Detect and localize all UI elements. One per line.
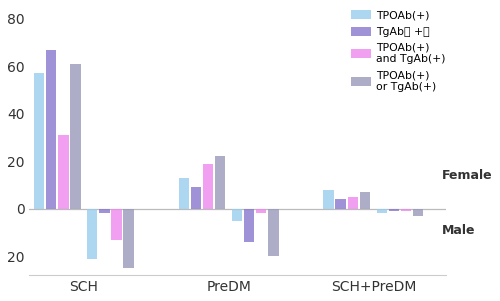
Bar (324, 190, 334, 209)
Bar (388, 209, 399, 211)
Bar (256, 209, 266, 213)
Bar (215, 157, 226, 209)
Bar (46, 50, 56, 209)
Bar (348, 197, 358, 209)
Text: Female: Female (442, 169, 493, 182)
Bar (111, 209, 122, 240)
Bar (34, 73, 44, 209)
Legend: TPOAb(+), TgAb（ +）, TPOAb(+)
and TgAb(+), TPOAb(+)
or TgAb(+): TPOAb(+), TgAb（ +）, TPOAb(+) and TgAb(+)… (347, 6, 450, 96)
Bar (70, 64, 80, 209)
Bar (244, 209, 254, 242)
Text: Male: Male (442, 224, 476, 237)
Bar (268, 209, 278, 256)
Bar (87, 209, 98, 259)
Bar (202, 163, 213, 209)
Bar (412, 209, 424, 216)
Bar (99, 209, 110, 213)
Bar (123, 209, 134, 268)
Bar (400, 209, 411, 211)
Bar (232, 209, 242, 221)
Bar (178, 178, 189, 209)
Bar (360, 192, 370, 209)
Bar (58, 135, 68, 209)
Bar (376, 209, 387, 213)
Bar (336, 199, 346, 209)
Bar (190, 187, 202, 209)
